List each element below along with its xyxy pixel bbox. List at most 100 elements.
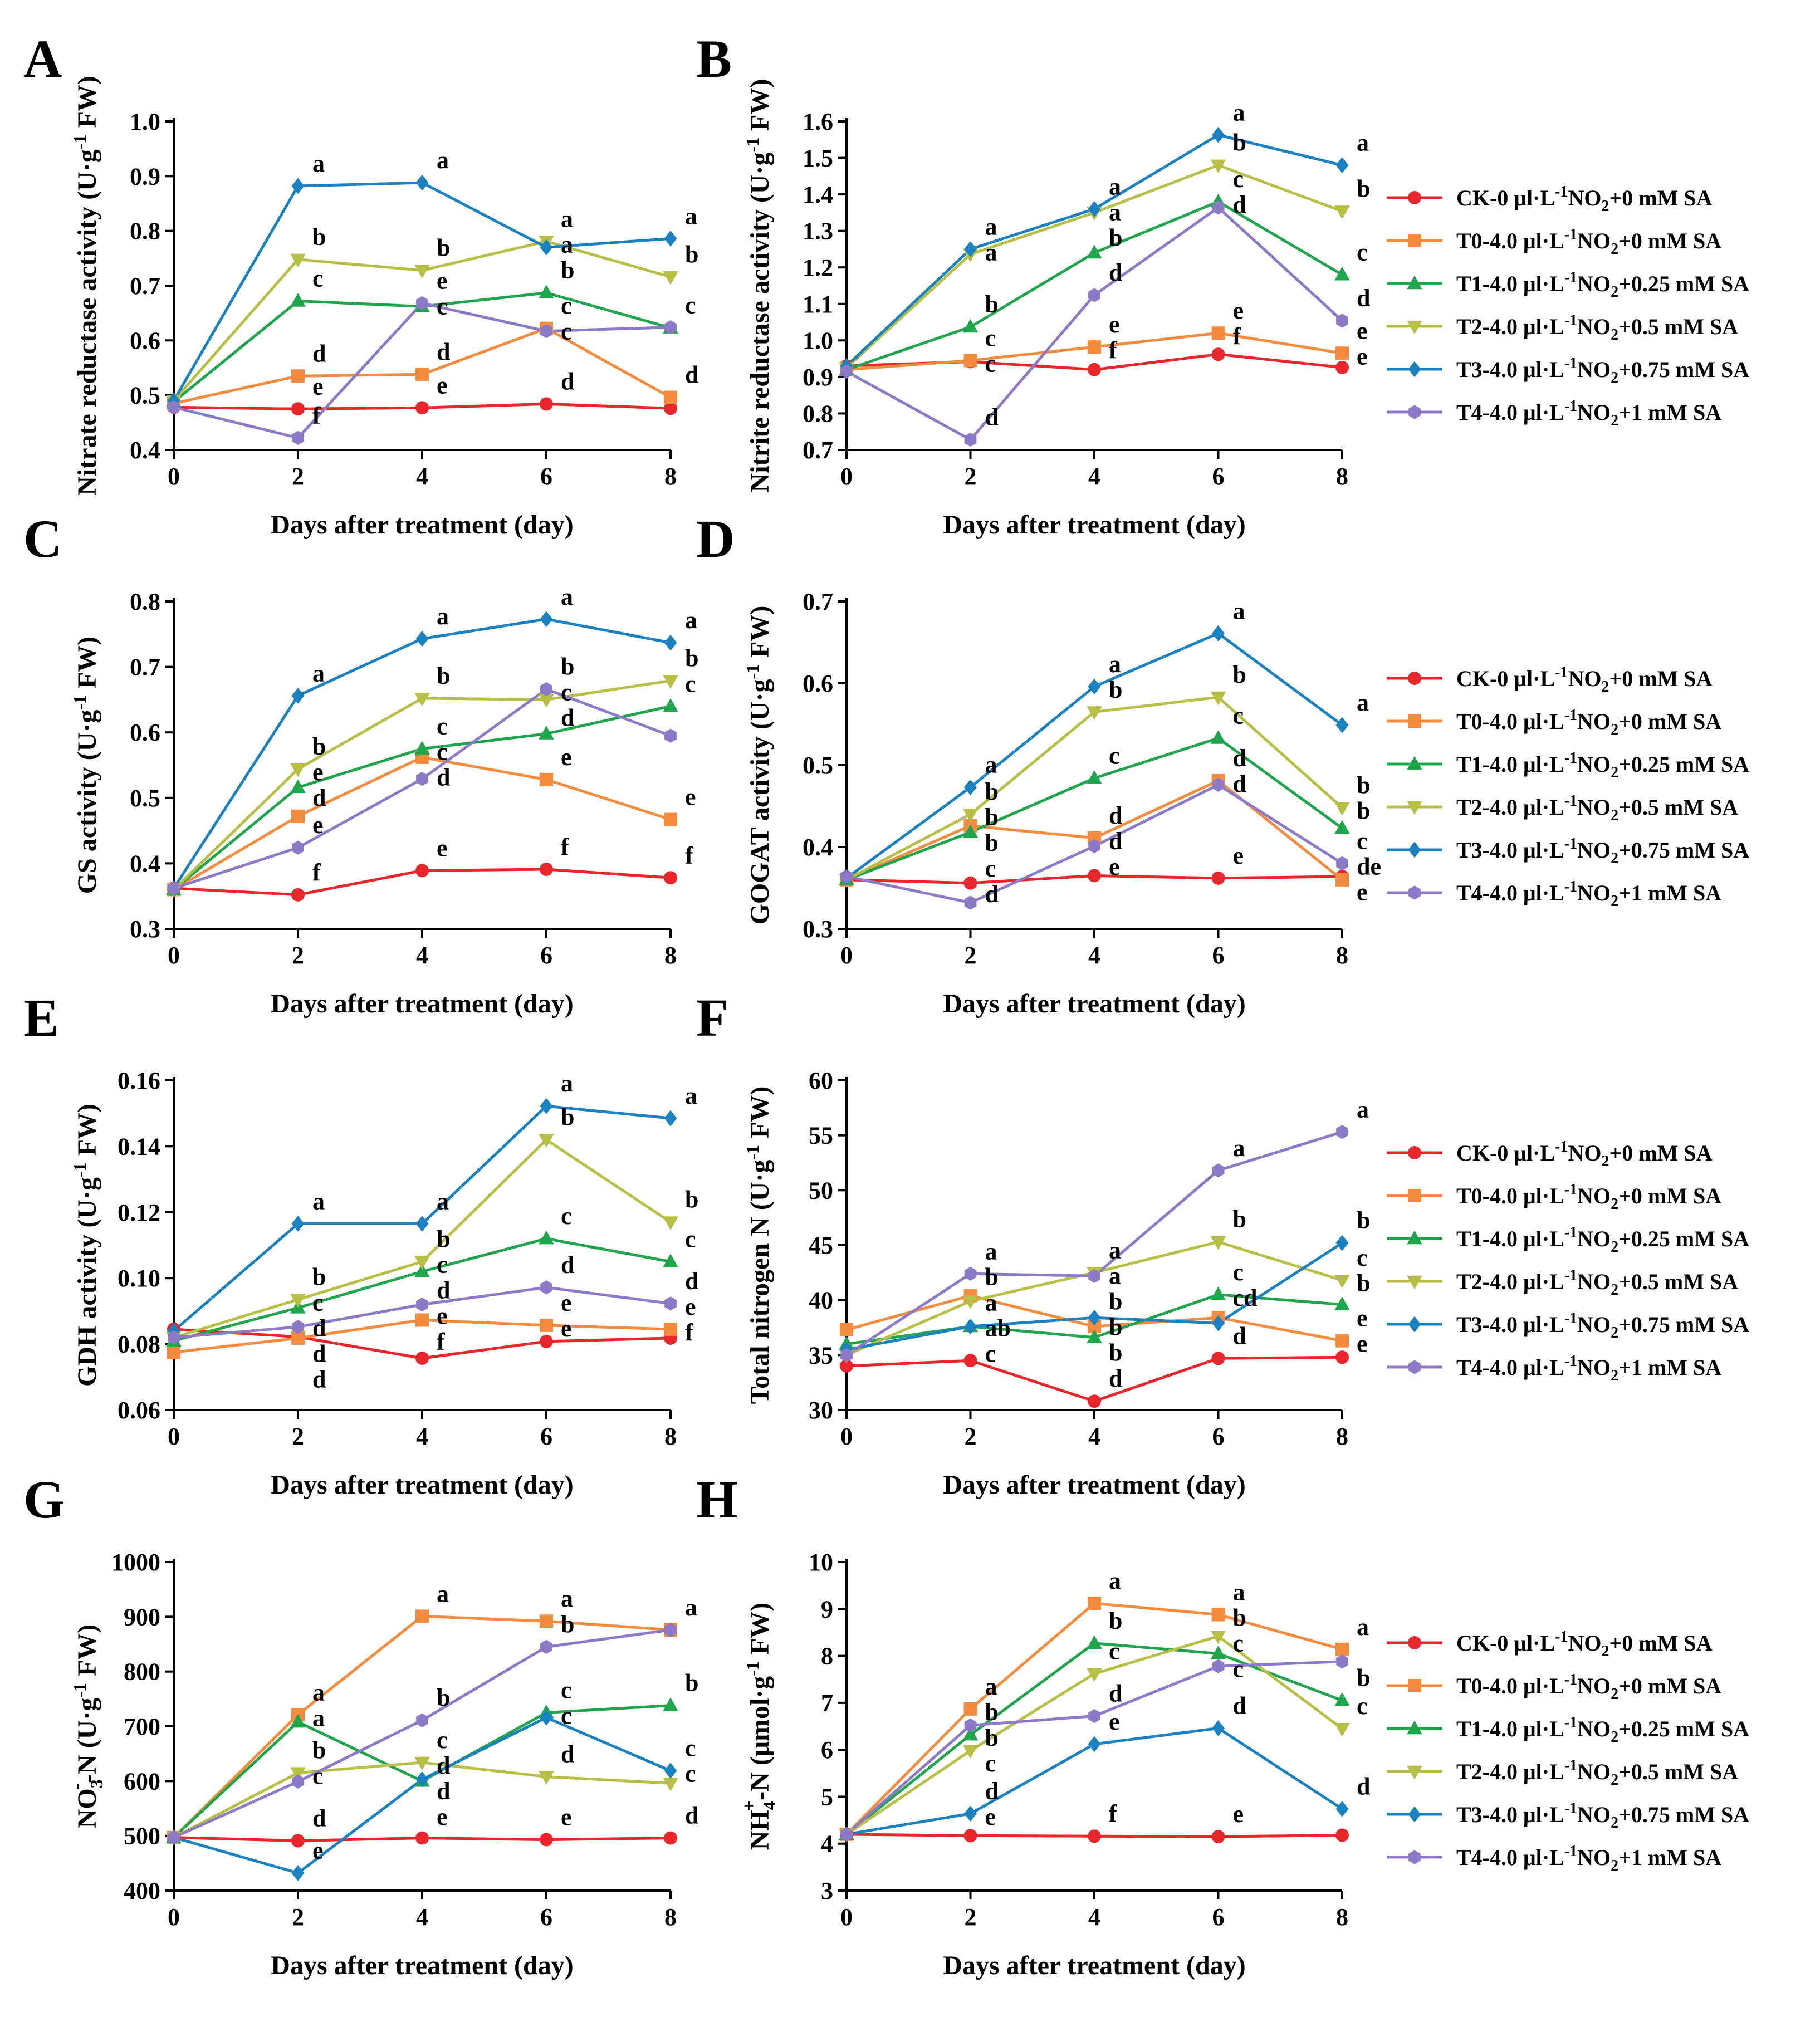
y-tick-label: 0.8	[130, 218, 160, 245]
legend-label-T4: T4-4.0 μl·L-1NO2+1 mM SA	[1456, 1353, 1721, 1384]
significance-letter-T1: b	[685, 1670, 698, 1697]
significance-letter-T0: c	[985, 324, 996, 351]
data-point-T4	[540, 1639, 552, 1654]
y-tick-label: 400	[124, 1877, 160, 1905]
y-tick-label: 0.3	[130, 916, 160, 943]
y-tick-label: 30	[809, 1397, 833, 1424]
data-point-T0	[415, 368, 429, 381]
x-axis-title: Days after treatment (day)	[943, 1470, 1245, 1500]
significance-letter-T1: c	[312, 265, 324, 292]
significance-letter-CK: de	[1357, 853, 1381, 880]
data-point-T4	[292, 840, 304, 855]
data-point-T0	[664, 812, 677, 826]
data-point-T1	[1334, 1692, 1350, 1706]
significance-letter-CK: d	[561, 368, 574, 395]
significance-letter-T1: b	[1357, 797, 1370, 824]
data-point-T1	[1087, 1329, 1102, 1343]
data-point-T1	[663, 1254, 678, 1267]
panel-label: C	[23, 509, 62, 569]
significance-letter-T4: c	[1233, 1655, 1244, 1682]
y-tick-label: 40	[809, 1287, 833, 1314]
data-point-T0	[840, 1323, 853, 1336]
data-point-T2	[1210, 159, 1226, 174]
data-point-T2	[539, 1134, 554, 1148]
data-point-T3	[540, 1709, 553, 1726]
data-point-T3	[1212, 625, 1225, 642]
data-point-T4	[840, 1827, 853, 1842]
data-point-CK	[1335, 360, 1349, 374]
data-point-T4	[1212, 1659, 1225, 1673]
data-point-T3	[1212, 1315, 1225, 1331]
data-point-T4	[1088, 1708, 1100, 1724]
data-point-T4	[1212, 777, 1225, 792]
significance-letter-T4: e	[312, 811, 324, 839]
significance-letter-T2: b	[1233, 1604, 1246, 1631]
data-point-T4	[540, 1280, 552, 1295]
data-point-CK	[664, 1831, 677, 1845]
significance-letter-T0: a	[985, 1673, 997, 1700]
data-point-T1	[663, 1697, 678, 1711]
data-point-T4	[964, 895, 977, 910]
significance-letter-T0: e	[561, 1289, 572, 1316]
data-point-T0	[540, 1614, 553, 1628]
significance-letter-T1: c	[1233, 165, 1244, 193]
significance-letter-T3: a	[685, 606, 697, 634]
data-point-T0	[1335, 346, 1349, 360]
x-axis-title: Days after treatment (day)	[943, 510, 1245, 540]
significance-letter-CK: d	[685, 1802, 698, 1829]
y-tick-label: 0.4	[130, 437, 160, 464]
data-point-T2	[1334, 1723, 1350, 1737]
significance-letter-T1: b	[1109, 1607, 1122, 1634]
data-point-T2	[962, 1295, 979, 1310]
x-tick-label: 6	[540, 942, 552, 969]
legend-label-CK: CK-0 μl·L-1NO2+0 mM SA	[1456, 1138, 1713, 1170]
significance-letter-T2: c	[985, 1750, 996, 1777]
data-point-T1	[290, 779, 306, 794]
data-point-T2	[414, 265, 430, 278]
legend-label-T2: T2-4.0 μl·L-1NO2+0.5 mM SA	[1456, 312, 1738, 344]
significance-letter-T1: c	[437, 1251, 448, 1279]
legend-label-T2: T2-4.0 μl·L-1NO2+0.5 mM SA	[1456, 792, 1738, 824]
data-point-T3	[964, 1805, 977, 1822]
x-tick-label: 0	[168, 463, 180, 490]
legend-marker-T3	[1408, 1806, 1421, 1823]
x-tick-label: 6	[540, 1423, 552, 1450]
significance-letter-T1: c	[685, 292, 696, 319]
significance-letter-CK: e	[1357, 1330, 1368, 1358]
data-point-T2	[1334, 802, 1350, 816]
significance-letter-T2: b	[437, 234, 450, 261]
significance-letter-T0: cd	[1233, 1284, 1258, 1311]
panel-label: A	[23, 29, 62, 89]
significance-letter-T1: d	[561, 704, 574, 732]
significance-letter-T0: c	[561, 292, 572, 320]
significance-letter-T2: b	[685, 1186, 698, 1213]
series-line-T2	[845, 164, 1343, 369]
data-point-T2	[1210, 691, 1226, 706]
significance-letter-T3: a	[561, 231, 573, 258]
legend-label-T0: T0-4.0 μl·L-1NO2+0 mM SA	[1456, 1181, 1721, 1213]
x-axis-title: Days after treatment (day)	[271, 1951, 573, 1980]
data-point-CK	[1335, 1350, 1349, 1364]
y-tick-label: 1000	[111, 1549, 160, 1576]
legend-marker-CK	[1408, 191, 1421, 204]
significance-letter-T0: b	[1109, 1313, 1122, 1340]
data-point-T0	[1088, 340, 1101, 354]
significance-letter-T2: c	[1357, 1244, 1368, 1271]
significance-letter-T1: b	[1357, 1664, 1370, 1692]
significance-letter-T3: a	[1233, 597, 1245, 624]
significance-letter-T0: e	[1357, 878, 1368, 905]
significance-letter-T2: b	[1233, 129, 1246, 156]
significance-letter-T0: d	[312, 784, 326, 811]
x-tick-label: 4	[1088, 1423, 1100, 1450]
legend-label-T2: T2-4.0 μl·L-1NO2+0.5 mM SA	[1456, 1757, 1738, 1789]
significance-letter-T2: c	[437, 1726, 448, 1754]
x-tick-label: 8	[1336, 1903, 1348, 1931]
significance-letter-T4: b	[985, 1698, 999, 1726]
significance-letter-T0: a	[1357, 1613, 1369, 1641]
data-point-T2	[290, 1294, 306, 1308]
data-point-T2	[962, 809, 979, 823]
data-point-T4	[1336, 1125, 1348, 1139]
legend-label-T1: T1-4.0 μl·L-1NO2+0.25 mM SA	[1456, 750, 1749, 781]
data-point-CK	[1211, 1352, 1225, 1365]
